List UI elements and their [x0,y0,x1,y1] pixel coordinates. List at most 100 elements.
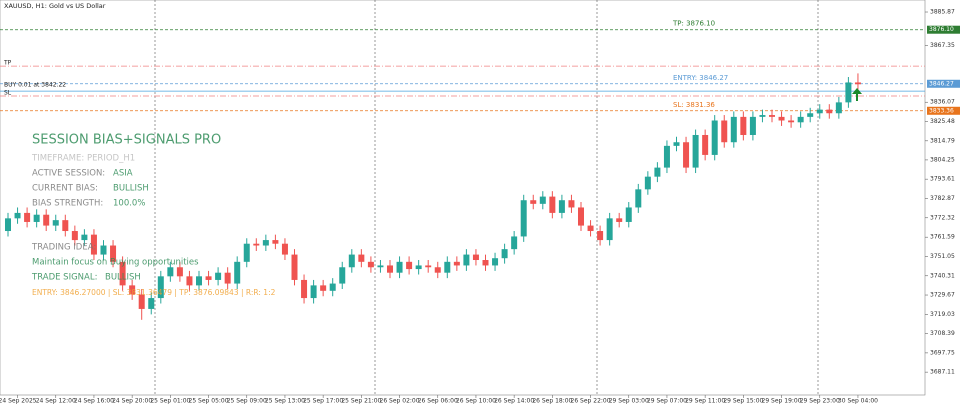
panel-label: BIAS STRENGTH: [32,199,103,209]
candle-body [472,254,479,261]
candle-body [492,258,499,266]
x-tick-label: 29 Sep 07:00 [647,398,687,405]
candle-body [52,220,59,226]
candle-body [549,196,556,213]
y-tick-label: 3687.11 [930,369,955,376]
candle-body [358,254,365,262]
x-tick-label: 29 Sep 15:00 [723,398,763,405]
axis-price-box [927,79,960,88]
candle-body [530,200,537,204]
candle-body [816,109,823,114]
x-tick-label: 25 Sep 13:00 [265,398,305,405]
candle-body [24,212,31,222]
x-tick-label: 29 Sep 03:00 [609,398,649,405]
candle-body [597,231,604,241]
candle-body [711,120,718,155]
level-label: ENTRY: 3846.27 [673,74,728,82]
candle-body [62,220,69,232]
y-tick-label: 3814.79 [930,137,955,144]
position-tp-label: TP [3,60,12,67]
candle-body [329,283,336,291]
candle-body [100,245,107,255]
y-tick-label: 3697.75 [930,349,955,356]
candle-body [377,265,384,268]
plot-frame [0,0,926,396]
position-label: BUY 0.01 at 3842.22 [4,82,66,89]
candle-body [826,109,833,114]
candle-body [339,267,346,284]
candle-body [157,276,164,299]
x-tick-label: 29 Sep 11:00 [685,398,725,405]
candle-body [43,214,50,226]
candle-body [501,249,508,259]
candle-body [749,116,756,135]
candle-body [425,265,432,268]
info-panel: SESSION BIAS+SIGNALS PRO TIMEFRAME: PERI… [31,133,276,298]
candle-body [348,254,355,268]
y-tick-label: 3885.87 [930,9,955,16]
candle-body [186,276,193,286]
y-tick-label: 3708.39 [930,330,955,337]
candle-body [148,298,155,309]
candle-body [644,176,651,190]
candle-body [90,234,97,255]
candle-body [854,82,861,85]
y-tick-label: 3719.03 [930,311,955,318]
x-tick-label: 26 Sep 18:00 [532,398,572,405]
y-tick-label: 3804.25 [930,156,955,163]
candle-body [568,200,575,208]
candle-body [320,285,327,291]
panel-title: SESSION BIAS+SIGNALS PRO [32,133,221,148]
candle-body [281,243,288,255]
y-tick-label: 3740.31 [930,272,955,279]
candle-body [119,261,126,286]
candle-body [511,236,518,250]
panel-label: TRADING IDEA: [31,243,96,253]
x-tick-label: 26 Sep 22:00 [571,398,611,405]
level-label: SL: 3831.36 [673,101,715,109]
x-tick-label: 30 Sep 04:00 [838,398,878,405]
candle-body [310,285,317,299]
panel-label: CURRENT BIAS: [32,184,98,194]
candle-body [33,214,40,222]
candle-body [654,167,661,177]
candle-body [138,294,145,309]
candle-body [387,265,393,273]
candle-body [110,245,117,262]
candle-body [539,196,546,204]
candle-body [176,267,183,277]
panel-value: 100.0% [113,199,145,209]
candle-body [663,145,670,168]
position-sl-label: SL [4,90,12,97]
x-tick-label: 25 Sep 01:00 [150,398,190,405]
candle-body [444,261,451,273]
candle-body [769,115,775,117]
axis-price-label: 3876.10 [929,26,954,33]
axis-price-box [927,25,960,34]
axis-price-label: 3846.27 [929,80,954,87]
candle-body [234,261,241,284]
candle-body [606,218,613,241]
panel-value: BULLISH [105,273,141,283]
candle-body [453,261,460,266]
y-tick-label: 3793.61 [930,176,955,183]
candle-body [415,265,422,270]
x-tick-label: 29 Sep 23:00 [800,398,840,405]
x-tick-label: 24 Sep 16:00 [74,398,114,405]
candle-body [196,276,202,286]
candle-body [835,102,842,114]
buy-arrow [852,88,862,101]
candle-body [291,254,298,280]
candle-body [740,116,747,135]
y-tick-label: 3867.35 [930,42,955,49]
candle-body [81,234,88,241]
candle-body [396,261,403,273]
candle-body [797,116,804,123]
panel-text: TIMEFRAME: PERIOD_H1 [31,154,135,164]
x-tick-label: 25 Sep 21:00 [341,398,381,405]
candle-body [730,116,737,143]
panel-label: TRADE SIGNAL: [31,273,97,283]
candle-body [616,218,623,222]
candle-body [406,261,413,270]
